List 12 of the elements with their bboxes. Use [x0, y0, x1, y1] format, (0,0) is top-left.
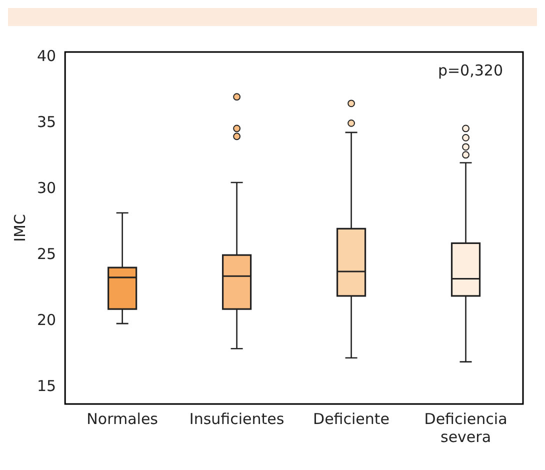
y-axis-title: IMC — [10, 214, 29, 242]
x-tick-label: Insuficientes — [189, 410, 284, 428]
y-tick-label: 15 — [36, 376, 56, 395]
x-tick-label: Deficiente — [313, 410, 390, 428]
x-tick-label: Normales — [86, 410, 158, 428]
y-tick-label: 30 — [36, 179, 56, 197]
y-tick-label: 40 — [36, 47, 56, 66]
x-tick-label: Deficiencia severa — [424, 410, 508, 446]
annotation: p=0,320 — [438, 61, 503, 80]
y-tick-label: 20 — [36, 310, 56, 329]
y-tick-label: 25 — [36, 244, 56, 263]
y-tick-label: 35 — [36, 113, 56, 132]
